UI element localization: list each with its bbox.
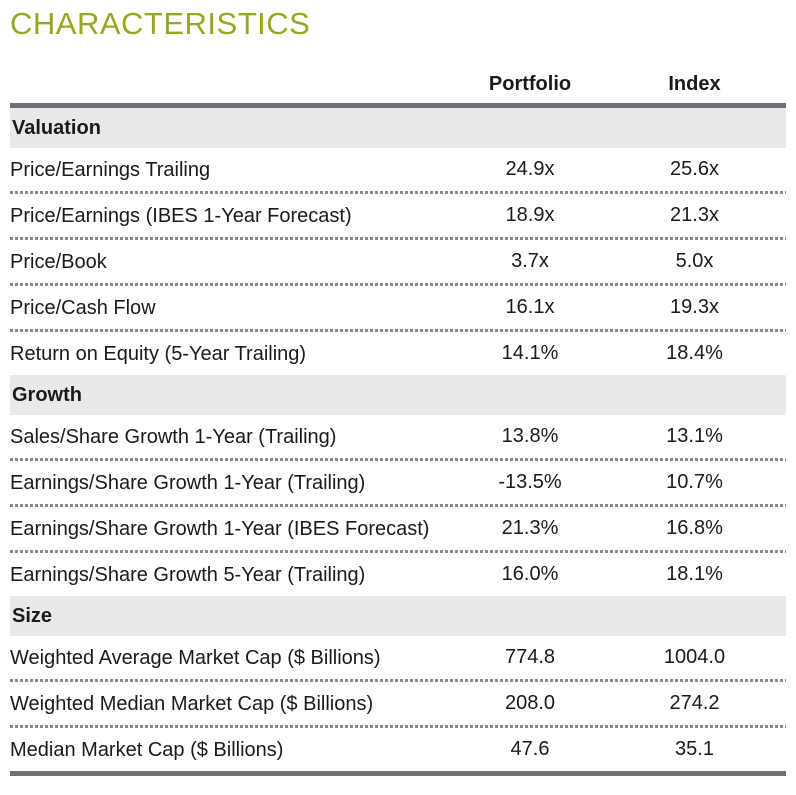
page-title: CHARACTERISTICS [10,6,311,41]
portfolio-value: -13.5% [498,471,562,493]
portfolio-value: 208.0 [504,692,556,714]
index-value: 18.4% [666,342,723,364]
portfolio-value: 3.7x [511,250,549,272]
index-value: 16.8% [666,517,723,539]
table-row: Weighted Median Market Cap ($ Billions) … [10,682,786,725]
portfolio-value: 13.8% [501,425,559,447]
row-label: Price/Book [10,250,107,273]
table-row: Earnings/Share Growth 1-Year (IBES Forec… [10,507,786,550]
table-row: Earnings/Share Growth 5-Year (Trailing) … [10,553,786,596]
table-row: Price/Earnings Trailing 24.9x 25.6x [10,148,786,191]
table-row: Price/Earnings (IBES 1-Year Forecast) 18… [10,194,786,237]
index-value: 19.3x [670,296,719,318]
header-spacer [10,88,455,96]
row-label: Earnings/Share Growth 5-Year (Trailing) [10,563,366,586]
row-label: Sales/Share Growth 1-Year (Trailing) [10,425,337,448]
table-row: Median Market Cap ($ Billions) 47.6 35.1 [10,728,786,771]
section-header-growth: Growth [10,375,786,415]
column-header-index: Index [668,73,721,95]
row-label: Weighted Average Market Cap ($ Billions) [10,646,381,669]
table-row: Price/Cash Flow 16.1x 19.3x [10,286,786,329]
index-value: 18.1% [666,563,723,585]
row-divider [10,725,786,728]
table-header-row: Portfolio Index [10,42,786,103]
row-divider [10,191,786,194]
row-label: Return on Equity (5-Year Trailing) [10,342,307,365]
column-header-portfolio: Portfolio [488,73,572,95]
table-row: Weighted Average Market Cap ($ Billions)… [10,636,786,679]
section-header-valuation: Valuation [10,108,786,148]
portfolio-value: 774.8 [504,646,556,668]
table-row: Sales/Share Growth 1-Year (Trailing) 13.… [10,415,786,458]
row-label: Earnings/Share Growth 1-Year (IBES Forec… [10,517,430,540]
section-header-size: Size [10,596,786,636]
portfolio-value: 47.6 [510,738,550,760]
portfolio-value: 14.1% [501,342,559,364]
portfolio-value: 24.9x [505,158,555,180]
row-divider [10,550,786,553]
index-value: 13.1% [666,425,723,447]
table-row: Earnings/Share Growth 1-Year (Trailing) … [10,461,786,504]
index-value: 25.6x [670,158,719,180]
row-label: Price/Earnings Trailing [10,158,211,181]
index-value: 10.7% [666,471,723,493]
index-value: 35.1 [675,738,714,760]
index-value: 274.2 [669,692,720,714]
row-divider [10,283,786,286]
top-rule [10,103,786,108]
row-divider [10,679,786,682]
row-label: Earnings/Share Growth 1-Year (Trailing) [10,471,366,494]
bottom-rule [10,771,786,776]
portfolio-value: 16.0% [501,563,559,585]
row-label: Weighted Median Market Cap ($ Billions) [10,692,374,715]
table-row: Price/Book 3.7x 5.0x [10,240,786,283]
portfolio-value: 18.9x [505,204,555,226]
row-divider [10,237,786,240]
characteristics-table: Portfolio Index Valuation Price/Earnings… [10,42,786,776]
row-label: Median Market Cap ($ Billions) [10,738,284,761]
index-value: 21.3x [670,204,719,226]
row-divider [10,458,786,461]
row-divider [10,329,786,332]
row-divider [10,504,786,507]
row-label: Price/Cash Flow [10,296,156,319]
index-value: 5.0x [675,250,714,272]
portfolio-value: 16.1x [505,296,555,318]
table-row: Return on Equity (5-Year Trailing) 14.1%… [10,332,786,375]
index-value: 1004.0 [663,646,726,668]
portfolio-value: 21.3% [501,517,559,539]
row-label: Price/Earnings (IBES 1-Year Forecast) [10,204,352,227]
